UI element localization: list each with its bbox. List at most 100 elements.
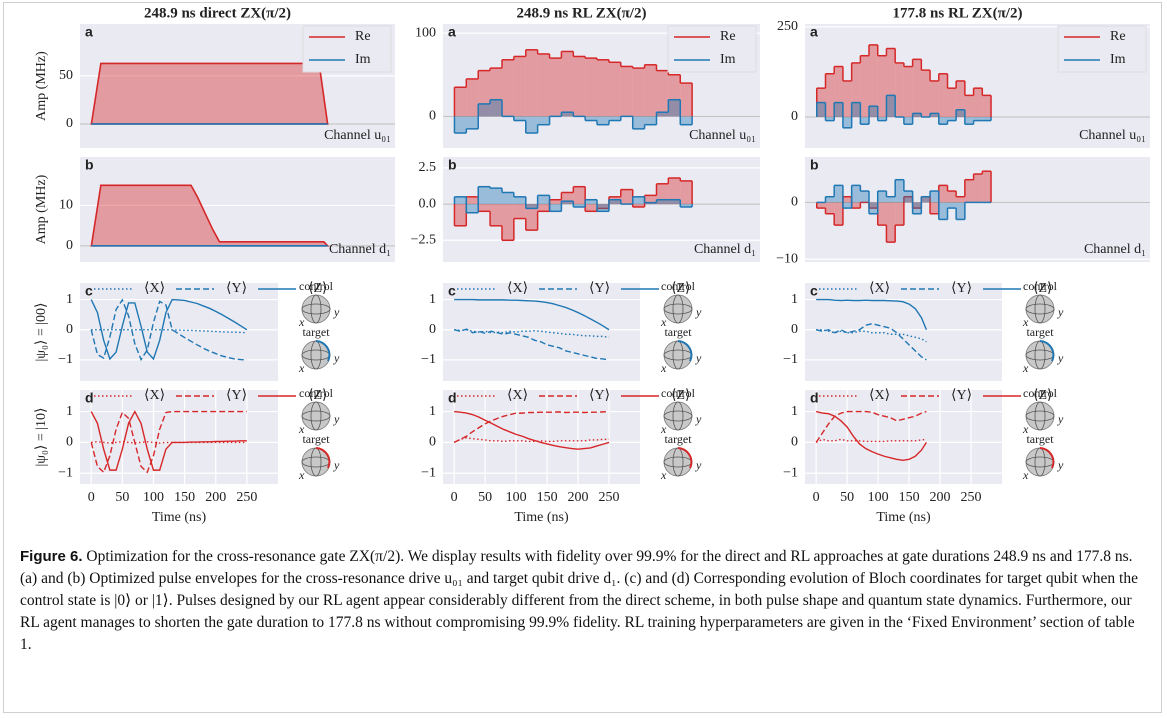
y-tick-label: 0 xyxy=(429,322,436,337)
pulse-step xyxy=(886,196,896,203)
pulse-step xyxy=(644,116,657,125)
legend-label: ⟨X⟩ xyxy=(507,388,528,403)
legend-label: ⟨Y⟩ xyxy=(589,388,610,403)
y-tick-label: 1 xyxy=(66,292,73,307)
pulse-step xyxy=(632,204,645,207)
panel-bg xyxy=(805,390,1002,484)
sphere-axis-y: y xyxy=(333,458,340,472)
pulse-step xyxy=(561,192,574,205)
pulse-step xyxy=(851,202,861,209)
x-tick-label: 0 xyxy=(451,490,458,505)
x-tick-label: 50 xyxy=(478,490,492,505)
pulse-step xyxy=(895,62,904,117)
pulse-step xyxy=(513,196,526,205)
y-tick-label: 0 xyxy=(791,109,798,124)
bloch-line xyxy=(90,298,247,362)
x-tick-label: 100 xyxy=(506,490,527,505)
pulse-step xyxy=(877,55,887,117)
pulse-step xyxy=(513,116,526,121)
legend-box xyxy=(1057,25,1147,73)
pulse-step xyxy=(454,87,467,117)
pulse-step xyxy=(502,59,514,117)
x-tick-label: 250 xyxy=(961,490,982,505)
x-tick-label: 200 xyxy=(568,490,589,505)
legend-label: Re xyxy=(1110,29,1126,44)
y-tick-label: −1 xyxy=(421,352,436,367)
sphere-label: control xyxy=(1023,386,1058,400)
x-tick-label: 100 xyxy=(868,490,889,505)
pulse-step xyxy=(825,117,835,121)
y-tick-label: 0 xyxy=(66,116,73,131)
bloch-line xyxy=(453,328,610,361)
legend-label: ⟨Z⟩ xyxy=(1033,388,1052,403)
pulse-step xyxy=(895,202,904,226)
pulse-step xyxy=(860,55,870,117)
sphere-label: control xyxy=(1023,279,1058,293)
y-tick-label: 0 xyxy=(66,435,73,450)
y-tick-label: 1 xyxy=(791,404,798,419)
legend-box xyxy=(667,25,757,73)
pulse-step xyxy=(537,53,550,117)
sphere-axis-y: y xyxy=(333,351,340,365)
bloch-line xyxy=(815,322,927,361)
pulse-step xyxy=(525,204,538,209)
pulse-step xyxy=(834,102,843,117)
bloch-line xyxy=(453,410,610,444)
y-tick-label: 2.5 xyxy=(419,160,437,175)
pulse-step xyxy=(956,196,965,203)
pulse-step xyxy=(869,202,878,214)
pulse-step xyxy=(573,56,586,117)
pulse-step xyxy=(825,73,835,117)
panel-letter: c xyxy=(85,283,93,299)
y-tick-label: −1 xyxy=(783,465,798,480)
legend-box xyxy=(302,25,392,73)
pulse-step xyxy=(869,44,878,117)
y-tick-label: 0 xyxy=(429,109,436,124)
sphere-axis-x: x xyxy=(660,422,667,436)
pulse-step xyxy=(842,202,852,209)
sphere-label: control xyxy=(661,386,696,400)
y-tick-label: 0 xyxy=(429,435,436,450)
legend-label: ⟨X⟩ xyxy=(144,388,165,403)
column-title: 248.9 ns direct ZX(π/2) xyxy=(144,5,291,21)
sphere-axis-y: y xyxy=(1057,412,1064,426)
panel-letter: d xyxy=(85,390,94,406)
x-tick-label: 0 xyxy=(88,490,95,505)
y-tick-label: 1 xyxy=(791,292,798,307)
panel-bg xyxy=(80,390,278,484)
legend-label: Im xyxy=(720,52,736,67)
sphere-axis-x: x xyxy=(298,361,305,375)
pulse-step xyxy=(585,204,598,212)
x-tick-label: 150 xyxy=(899,490,920,505)
bloch-line xyxy=(816,298,928,331)
pulse-step xyxy=(982,95,992,117)
pulse-step xyxy=(842,80,852,117)
bloch-sphere xyxy=(301,401,331,431)
panel-bg xyxy=(80,157,395,262)
sphere-axis-x: x xyxy=(298,468,305,482)
pulse-step xyxy=(490,99,503,117)
bloch-trajectory xyxy=(315,447,331,469)
y-tick-label: −1 xyxy=(58,465,73,480)
sphere-axis-x: x xyxy=(660,361,667,375)
pulse-step xyxy=(608,116,621,121)
y-tick-label: 250 xyxy=(777,19,798,34)
pulse-step xyxy=(903,191,913,203)
bloch-equator xyxy=(301,303,331,315)
legend-label: ⟨Z⟩ xyxy=(671,281,690,296)
sphere-label: target xyxy=(1026,325,1054,339)
y-tick-label: 50 xyxy=(59,68,73,83)
y-axis-label: Amp (MHz) xyxy=(34,51,49,121)
pulse-step xyxy=(597,116,609,125)
legend-label: ⟨Y⟩ xyxy=(589,281,610,296)
sphere-label: target xyxy=(664,325,692,339)
pulse-step xyxy=(895,179,904,203)
sphere-axis-y: y xyxy=(1057,351,1064,365)
bloch-sphere xyxy=(663,401,693,431)
bloch-meridian xyxy=(1034,401,1046,431)
pulse-step xyxy=(938,202,948,220)
pulse-step xyxy=(585,199,598,205)
pulse-step xyxy=(947,202,957,209)
pulse-step xyxy=(886,48,896,117)
